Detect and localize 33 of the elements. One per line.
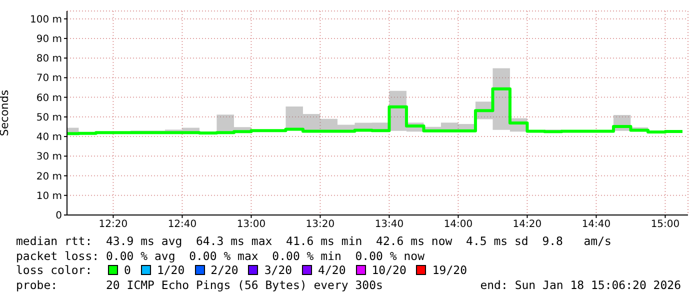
y-tick-label: 60 m: [36, 92, 62, 104]
x-tick-label: 14:00: [444, 219, 473, 230]
x-tick-label: 13:00: [236, 219, 266, 230]
y-tick-label: 0: [56, 210, 62, 222]
y-tick-label: 30 m: [36, 152, 62, 163]
x-tick-label: 13:20: [306, 219, 335, 230]
y-tick-label: 70 m: [36, 73, 62, 84]
text: 19/20: [432, 263, 467, 278]
text: probe: 20 ICMP Echo Pings (56 Bytes) every 300s: [16, 278, 383, 292]
text: packet loss: 0.00 % avg 0.00 % max 0.00 % min 0.00 % now: [16, 248, 426, 263]
y-tick-label: 20 m: [36, 171, 62, 182]
text: 1/20: [156, 263, 185, 278]
text: loss color:: [16, 263, 94, 278]
y-tick-label: 100 m: [30, 14, 62, 26]
x-tick-label: 12:40: [168, 219, 197, 230]
x-tick-label: 12:20: [98, 219, 128, 230]
x-tick-label: 14:40: [582, 219, 611, 230]
text: end: Sun Jan 18 15:06:20 2026: [480, 278, 681, 292]
y-tick-label: 50 m: [36, 112, 62, 124]
text: 10/20: [372, 263, 406, 278]
x-tick-label: 15:00: [650, 219, 680, 230]
y-axis-title: Seconds: [0, 90, 11, 136]
y-tick-label: 10 m: [36, 190, 62, 202]
x-tick-label: 14:20: [512, 219, 542, 230]
x-tick-label: 13:40: [374, 219, 404, 230]
y-tick-label: 80 m: [36, 54, 62, 65]
text: 0: [124, 263, 131, 278]
text: 4/20: [318, 263, 346, 278]
y-tick-label: 40 m: [36, 132, 62, 144]
text: median rtt: 43.9 ms avg 64.3 ms max 41.6 ms min 42.6 ms now 4.5 ms sd 9.8 am/s: [16, 234, 612, 248]
text: 2/20: [210, 263, 238, 278]
text: 3/20: [264, 263, 292, 278]
y-tick-label: 90 m: [36, 34, 62, 46]
